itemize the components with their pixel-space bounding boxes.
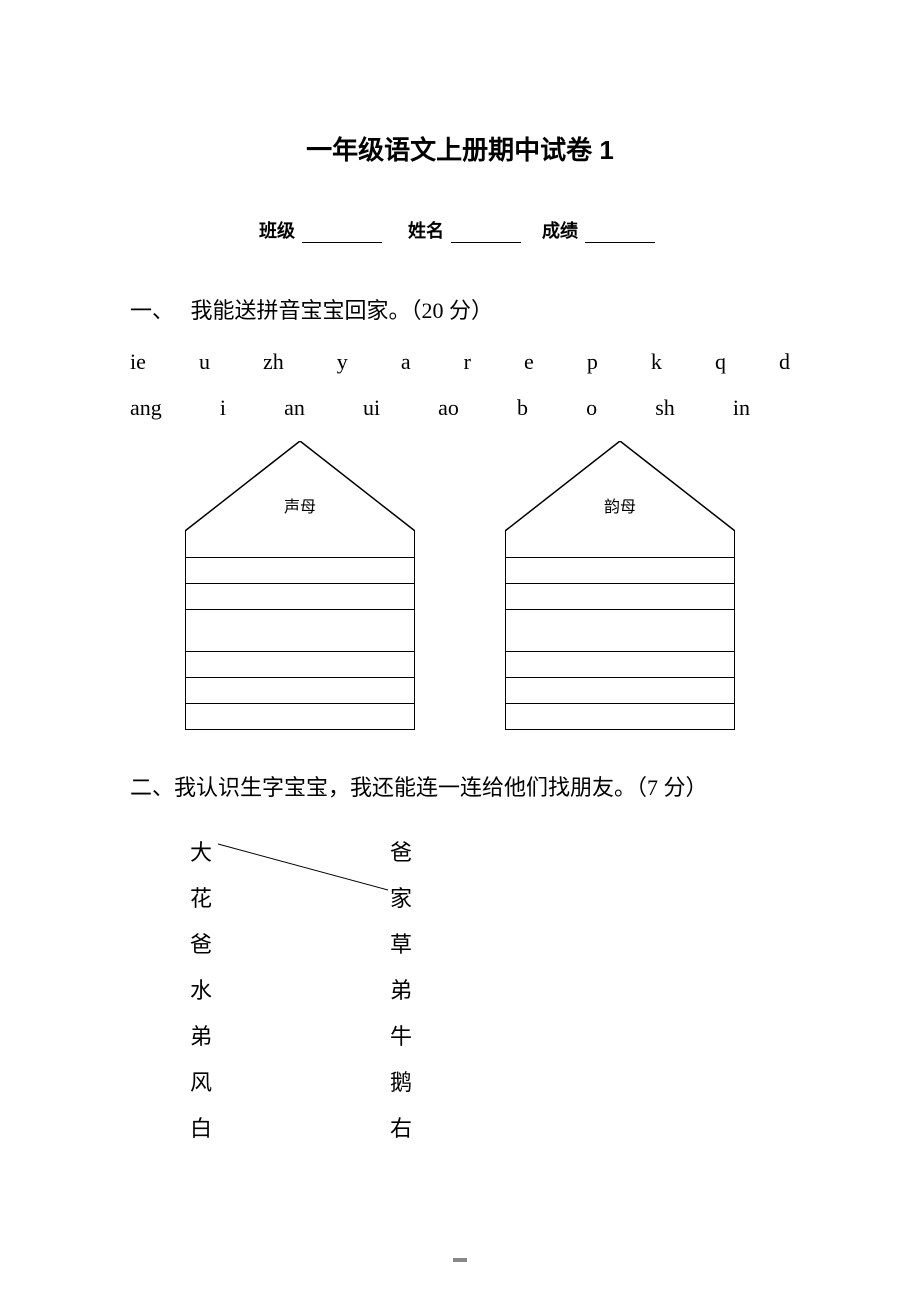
house-body[interactable]: [185, 531, 415, 730]
exam-title: 一年级语文上册期中试卷 1: [130, 130, 790, 167]
match-left-char[interactable]: 花: [190, 881, 390, 913]
house-row[interactable]: [506, 651, 734, 677]
match-right-char[interactable]: 牛: [390, 1019, 412, 1051]
house-label: 韵母: [505, 493, 735, 517]
score-label: 成绩: [542, 221, 578, 241]
match-left-char[interactable]: 风: [190, 1065, 390, 1097]
pinyin-item: ao: [438, 395, 459, 421]
pinyin-item: i: [220, 395, 226, 421]
roof: 声母: [185, 441, 415, 531]
class-blank[interactable]: [302, 225, 382, 243]
houses-container: 声母 韵母: [130, 441, 790, 730]
house-body[interactable]: [505, 531, 735, 730]
house-row[interactable]: [186, 531, 414, 557]
house-label: 声母: [185, 493, 415, 517]
match-left-char[interactable]: 弟: [190, 1019, 390, 1051]
match-row: 弟 牛: [190, 1012, 630, 1058]
name-label: 姓名: [408, 221, 444, 241]
house-shengmu: 声母: [185, 441, 415, 730]
q1-text: 我能送拼音宝宝回家。（20 分）: [191, 298, 494, 323]
match-left-char[interactable]: 水: [190, 973, 390, 1005]
pinyin-item: b: [517, 395, 528, 421]
pinyin-item: ui: [363, 395, 380, 421]
pinyin-item: ie: [130, 349, 146, 375]
pinyin-item: u: [199, 349, 210, 375]
pinyin-item: ang: [130, 395, 162, 421]
roof: 韵母: [505, 441, 735, 531]
match-row: 风 鹅: [190, 1058, 630, 1104]
class-label: 班级: [259, 221, 295, 241]
match-left-char[interactable]: 大: [190, 835, 390, 867]
match-area: 大 爸 花 家 爸 草 水 弟 弟 牛 风 鹅 白 右: [190, 828, 630, 1150]
match-left-char[interactable]: 爸: [190, 927, 390, 959]
match-row: 水 弟: [190, 966, 630, 1012]
q1-prefix: 一、: [130, 298, 174, 323]
match-row: 爸 草: [190, 920, 630, 966]
student-info-line: 班级 姓名 成绩: [130, 217, 790, 243]
match-right-char[interactable]: 家: [390, 881, 412, 913]
match-right-char[interactable]: 弟: [390, 973, 412, 1005]
question-1-title: 一、 我能送拼音宝宝回家。（20 分）: [130, 293, 790, 325]
pinyin-item: an: [284, 395, 305, 421]
pinyin-item: y: [337, 349, 348, 375]
house-row[interactable]: [506, 583, 734, 609]
q2-text: 我认识生字宝宝，我还能连一连给他们找朋友。（7 分）: [174, 775, 708, 800]
page-indicator: [453, 1258, 467, 1262]
pinyin-item: e: [524, 349, 534, 375]
q2-prefix: 二、: [130, 775, 174, 800]
match-right-char[interactable]: 鹅: [390, 1065, 412, 1097]
house-row[interactable]: [506, 531, 734, 557]
question-2-title: 二、我认识生字宝宝，我还能连一连给他们找朋友。（7 分）: [130, 770, 790, 802]
match-row: 大 爸: [190, 828, 630, 874]
house-row[interactable]: [506, 609, 734, 651]
house-row[interactable]: [186, 583, 414, 609]
match-right-char[interactable]: 爸: [390, 835, 412, 867]
pinyin-item: zh: [263, 349, 284, 375]
house-row[interactable]: [186, 609, 414, 651]
pinyin-item: q: [715, 349, 726, 375]
house-row[interactable]: [186, 557, 414, 583]
pinyin-item: a: [401, 349, 411, 375]
house-row[interactable]: [186, 703, 414, 729]
match-row: 白 右: [190, 1104, 630, 1150]
score-blank[interactable]: [585, 225, 655, 243]
pinyin-item: in: [733, 395, 750, 421]
pinyin-item: k: [651, 349, 662, 375]
pinyin-row-1: ie u zh y a r e p k q d: [130, 349, 790, 375]
match-left-char[interactable]: 白: [190, 1111, 390, 1143]
house-yunmu: 韵母: [505, 441, 735, 730]
match-right-char[interactable]: 右: [390, 1111, 412, 1143]
house-row[interactable]: [186, 651, 414, 677]
match-row: 花 家: [190, 874, 630, 920]
house-row[interactable]: [506, 677, 734, 703]
pinyin-item: d: [779, 349, 790, 375]
match-right-char[interactable]: 草: [390, 927, 412, 959]
pinyin-item: o: [586, 395, 597, 421]
pinyin-item: sh: [655, 395, 675, 421]
house-row[interactable]: [506, 557, 734, 583]
name-blank[interactable]: [451, 225, 521, 243]
pinyin-item: p: [587, 349, 598, 375]
pinyin-row-2: ang i an ui ao b o sh in: [130, 395, 790, 421]
pinyin-item: r: [464, 349, 471, 375]
house-row[interactable]: [186, 677, 414, 703]
house-row[interactable]: [506, 703, 734, 729]
